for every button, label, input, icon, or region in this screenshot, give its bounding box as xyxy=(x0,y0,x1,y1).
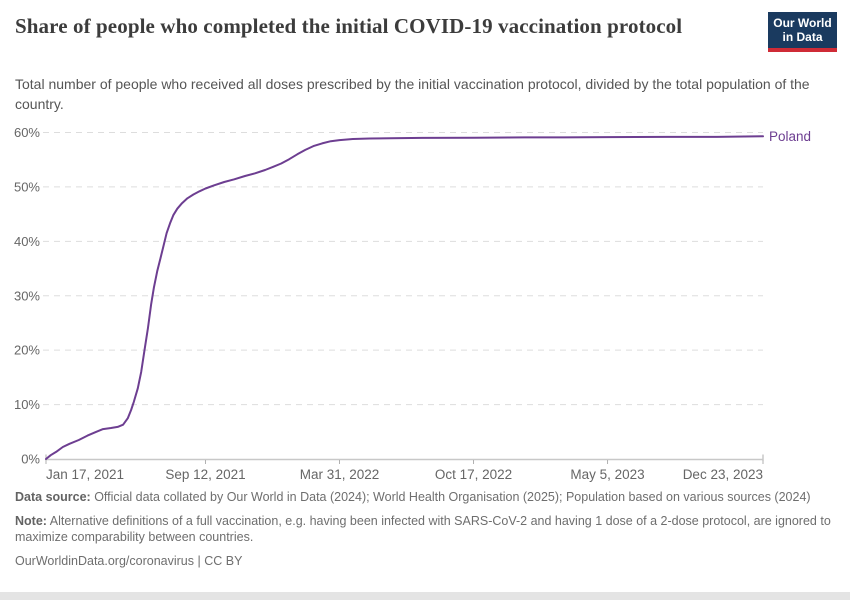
y-axis-tick-label: 0% xyxy=(21,452,40,467)
y-axis-tick-label: 20% xyxy=(14,343,40,358)
x-axis-line xyxy=(45,454,764,461)
x-axis-tick-label: May 5, 2023 xyxy=(570,467,644,482)
attribution-line[interactable]: OurWorldinData.org/coronavirus | CC BY xyxy=(15,553,243,568)
y-axis-tick-label: 50% xyxy=(14,179,40,194)
x-axis-tick-label: Oct 17, 2022 xyxy=(435,467,512,482)
x-axis-tick-label: Dec 23, 2023 xyxy=(683,467,763,482)
series-entity-label[interactable]: Poland xyxy=(769,129,811,144)
owid-logo[interactable]: Our World in Data xyxy=(768,12,837,52)
data-source-label: Data source: xyxy=(15,490,91,504)
x-axis-tick-label: Mar 31, 2022 xyxy=(300,467,380,482)
page-title: Share of people who completed the initia… xyxy=(15,14,683,38)
owid-logo-line1: Our World xyxy=(773,16,832,30)
y-axis-tick-label: 60% xyxy=(14,125,40,140)
note-label: Note: xyxy=(15,513,47,528)
bottom-divider-bar xyxy=(0,592,850,600)
x-axis-tick-label: Jan 17, 2021 xyxy=(46,467,124,482)
poland-series-line[interactable] xyxy=(45,135,764,460)
y-axis-tick-label: 10% xyxy=(14,397,40,412)
y-axis-tick-label: 30% xyxy=(14,288,40,303)
note-text: Alternative definitions of a full vaccin… xyxy=(15,513,831,545)
chart-subtitle: Total number of people who received all … xyxy=(15,76,810,112)
data-source-text: Official data collated by Our World in D… xyxy=(90,490,811,504)
x-axis-tick-label: Sep 12, 2021 xyxy=(165,467,245,482)
owid-logo-line2: in Data xyxy=(782,30,823,44)
note-line: Note: Alternative definitions of a full … xyxy=(15,513,837,546)
y-axis-tick-label: 40% xyxy=(14,234,40,249)
chart-footer: Data source: Official data collated by O… xyxy=(15,489,837,576)
data-source-line: Data source: Official data collated by O… xyxy=(15,489,837,506)
